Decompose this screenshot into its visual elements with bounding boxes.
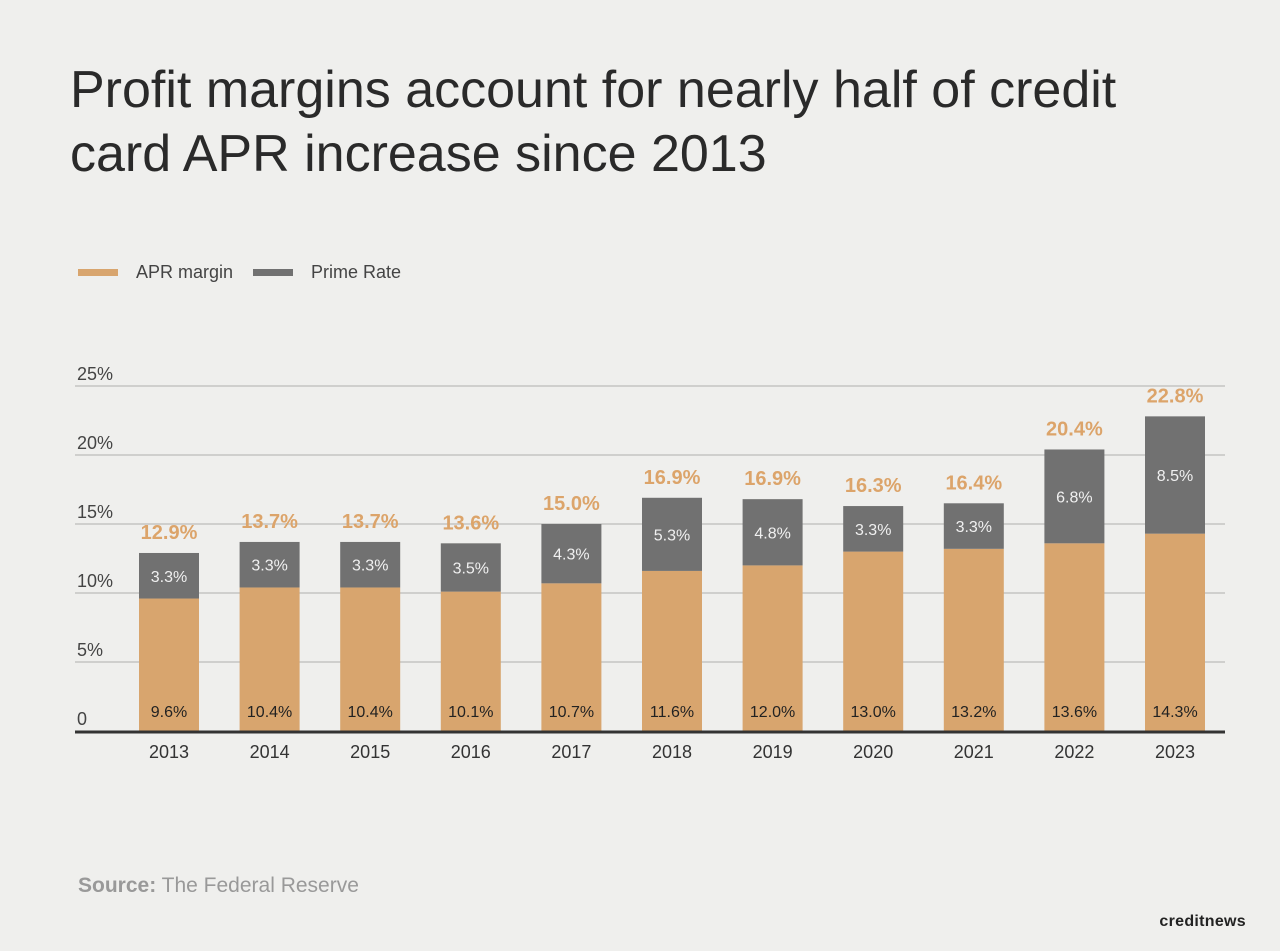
data-label-prime-rate: 3.3% [855, 522, 891, 539]
source-note: Source: The Federal Reserve [78, 874, 359, 898]
legend-swatch-prime-rate [253, 269, 294, 276]
bar-apr-margin [1145, 533, 1205, 731]
bar-prime-rate [642, 497, 702, 571]
bar-prime-rate [139, 552, 199, 599]
y-tick-label: 20% [77, 433, 113, 453]
data-label-total: 15.0% [543, 493, 600, 515]
data-label-prime-rate: 5.3% [654, 527, 690, 544]
data-label-prime-rate: 3.3% [251, 558, 287, 575]
creditnews-logo: creditnews [1159, 913, 1246, 930]
bar-apr-margin [1044, 543, 1105, 731]
bar-prime-rate [943, 503, 1004, 549]
x-tick-label: 2014 [250, 742, 290, 762]
bar-prime-rate [1044, 449, 1105, 544]
data-label-total: 22.8% [1147, 385, 1204, 407]
data-label-apr-margin: 10.1% [448, 704, 493, 721]
bar-prime-rate [742, 499, 803, 566]
source-text: The Federal Reserve [161, 874, 359, 897]
chart-title: Profit margins account for nearly half o… [70, 61, 1117, 183]
data-label-total: 16.9% [644, 467, 701, 489]
data-label-prime-rate: 3.5% [453, 560, 489, 577]
data-label-apr-margin: 10.7% [549, 704, 594, 721]
x-tick-label: 2019 [753, 742, 793, 762]
legend-label-apr-margin: APR margin [136, 262, 234, 282]
data-label-prime-rate: 6.8% [1056, 489, 1092, 506]
y-tick-label: 0 [77, 709, 87, 729]
bar-prime-rate [843, 506, 904, 552]
legend-item-prime-rate: Prime Rate [253, 262, 401, 283]
legend: APR margin Prime Rate [78, 262, 421, 283]
data-label-total: 13.7% [342, 511, 399, 533]
bar-apr-margin [440, 591, 501, 731]
x-tick-label: 2020 [853, 742, 893, 762]
data-label-apr-margin: 14.3% [1152, 704, 1197, 721]
legend-swatch-apr-margin [78, 269, 118, 276]
data-label-apr-margin: 10.4% [348, 704, 393, 721]
data-label-prime-rate: 4.3% [553, 547, 589, 564]
source-label: Source: [78, 874, 157, 897]
data-label-total: 20.4% [1046, 418, 1103, 440]
x-tick-label: 2013 [149, 742, 189, 762]
data-label-apr-margin: 9.6% [151, 704, 187, 721]
x-tick-label: 2015 [350, 742, 390, 762]
bar-apr-margin [742, 565, 803, 731]
data-label-apr-margin: 13.6% [1052, 704, 1097, 721]
data-label-prime-rate: 3.3% [151, 569, 187, 586]
bar-apr-margin [541, 583, 602, 731]
bar-prime-rate [340, 541, 401, 588]
x-tick-label: 2022 [1054, 742, 1094, 762]
data-label-total: 13.7% [241, 511, 298, 533]
x-tick-label: 2023 [1155, 742, 1195, 762]
data-label-total: 13.6% [442, 512, 499, 534]
bar-prime-rate [440, 543, 501, 592]
data-label-total: 16.3% [845, 475, 902, 497]
bar-prime-rate [541, 524, 602, 584]
x-tick-label: 2018 [652, 742, 692, 762]
data-label-total: 16.4% [945, 472, 1002, 494]
y-tick-label: 10% [77, 571, 113, 591]
bar-prime-rate [239, 541, 300, 588]
x-tick-label: 2017 [551, 742, 591, 762]
y-tick-label: 5% [77, 640, 103, 660]
legend-item-apr-margin: APR margin [78, 262, 233, 283]
data-label-total: 12.9% [141, 522, 198, 544]
data-label-prime-rate: 4.8% [754, 525, 790, 542]
data-label-prime-rate: 3.3% [956, 519, 992, 536]
x-tick-label: 2016 [451, 742, 491, 762]
data-label-apr-margin: 11.6% [650, 704, 694, 721]
bar-apr-margin [139, 598, 199, 731]
data-label-prime-rate: 3.3% [352, 558, 388, 575]
bar-apr-margin [340, 587, 401, 731]
bar-apr-margin [239, 587, 300, 731]
bar-apr-margin [843, 551, 904, 731]
bar-prime-rate [1145, 416, 1205, 534]
data-label-apr-margin: 13.2% [951, 704, 996, 721]
data-label-prime-rate: 8.5% [1157, 468, 1193, 485]
legend-label-prime-rate: Prime Rate [311, 262, 402, 282]
data-label-apr-margin: 10.4% [247, 704, 292, 721]
x-tick-label: 2021 [954, 742, 994, 762]
data-label-apr-margin: 12.0% [750, 704, 795, 721]
bar-apr-margin [642, 570, 702, 731]
y-tick-label: 25% [77, 364, 113, 384]
data-label-apr-margin: 13.0% [851, 704, 896, 721]
y-tick-label: 15% [77, 502, 113, 522]
data-label-total: 16.9% [744, 468, 801, 490]
bar-apr-margin [943, 548, 1004, 731]
